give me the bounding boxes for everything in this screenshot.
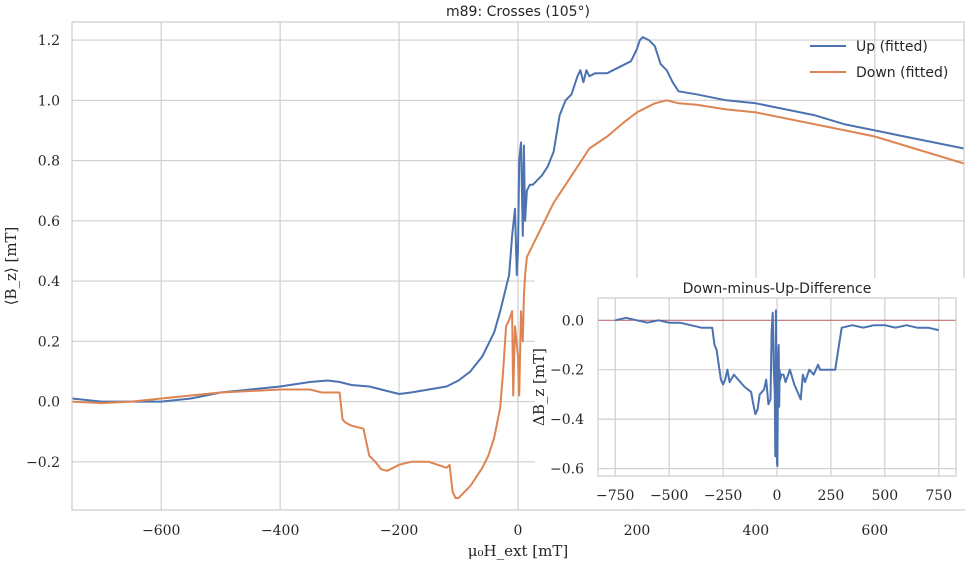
inset-y-tick-label: −0.4 bbox=[550, 412, 584, 428]
main-series bbox=[71, 36, 965, 499]
inset-x-tick-label: 250 bbox=[818, 488, 845, 504]
main-title: m89: Crosses (105°) bbox=[446, 4, 590, 20]
main-plot-frame bbox=[71, 21, 965, 511]
main-y-tick-label: 0.8 bbox=[38, 154, 60, 170]
main-x-tick-label: −400 bbox=[261, 523, 299, 539]
main-x-tick-label: 600 bbox=[861, 523, 888, 539]
main-y-tick-label: 0.2 bbox=[38, 334, 60, 350]
main-x-tick-label: 400 bbox=[742, 523, 769, 539]
inset-x-tick-label: −250 bbox=[704, 488, 742, 504]
main-y-tick-label: 1.0 bbox=[38, 93, 60, 109]
inset-title: Down-minus-Up-Difference bbox=[683, 281, 872, 297]
inset-plot-frame bbox=[597, 297, 957, 477]
main-y-tick-label: −0.2 bbox=[26, 455, 60, 471]
inset-x-tick-label: 750 bbox=[925, 488, 952, 504]
inset-y-tick-label: −0.2 bbox=[550, 363, 584, 379]
inset-y-axis-label: ΔB_z [mT] bbox=[530, 348, 548, 426]
main-y-tick-label: 1.2 bbox=[38, 33, 60, 49]
main-y-tick-label: 0.4 bbox=[38, 274, 60, 290]
main-x-tick-label: −600 bbox=[142, 523, 180, 539]
inset-series bbox=[615, 309, 939, 468]
main-series-line-1 bbox=[71, 99, 965, 499]
main-x-tick-label: −200 bbox=[380, 523, 418, 539]
legend-label-up: Up (fitted) bbox=[856, 39, 928, 55]
inset-x-tick-label: 500 bbox=[871, 488, 898, 504]
inset-y-tick-label: −0.6 bbox=[550, 462, 584, 478]
main-y-tick-label: 0.6 bbox=[38, 214, 60, 230]
main-x-tick-label: 200 bbox=[624, 523, 651, 539]
main-series-line-0 bbox=[71, 36, 965, 403]
legend: Up (fitted) Down (fitted) bbox=[810, 39, 948, 81]
inset-x-tick-label: −500 bbox=[650, 488, 688, 504]
main-x-axis-label: μ₀H_ext [mT] bbox=[468, 542, 568, 560]
main-tick-labels: −600 −400 −200 0 200 400 600 −0.2 0.0 0.2 0.4 0.6 0.… bbox=[26, 33, 888, 539]
main-y-tick-label: 0.0 bbox=[38, 395, 60, 411]
main-x-tick-label: 0 bbox=[514, 523, 523, 539]
legend-label-down: Down (fitted) bbox=[856, 65, 948, 81]
inset-tick-labels: −750 −500 −250 0 250 500 750 0.0 −0.2 −0.4 −0.6 bbox=[550, 313, 952, 504]
inset-y-tick-label: 0.0 bbox=[562, 313, 584, 329]
main-y-axis-label: ⟨B_z⟩ [mT] bbox=[2, 227, 20, 306]
inset-x-tick-label: −750 bbox=[596, 488, 634, 504]
inset-series-line-0 bbox=[615, 309, 939, 468]
inset-x-tick-label: 0 bbox=[773, 488, 782, 504]
